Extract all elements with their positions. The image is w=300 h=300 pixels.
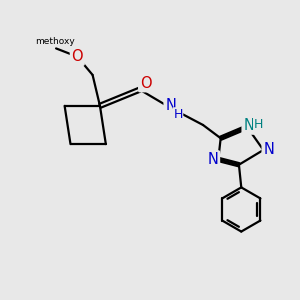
Text: O: O bbox=[71, 49, 83, 64]
Text: N: N bbox=[243, 118, 254, 133]
Text: N: N bbox=[208, 152, 218, 167]
Text: N: N bbox=[165, 98, 176, 113]
Text: O: O bbox=[140, 76, 152, 91]
Text: H: H bbox=[173, 108, 183, 121]
Text: methoxy: methoxy bbox=[35, 38, 74, 46]
Text: N: N bbox=[263, 142, 274, 158]
Text: H: H bbox=[254, 118, 263, 131]
